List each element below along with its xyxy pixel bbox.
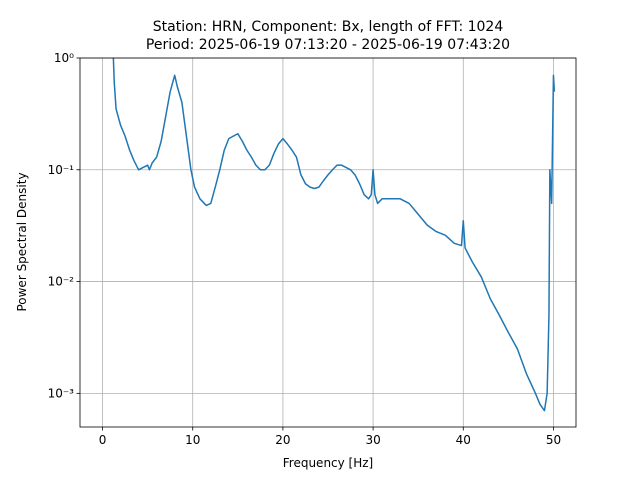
axes-frame [79,57,577,428]
y-tick-label: 10⁰ [54,51,74,65]
y-tick-label: 10⁻³ [48,386,75,400]
chart-title: Station: HRN, Component: Bx, length of F… [153,19,504,35]
x-tick-label: 30 [365,433,380,447]
x-tick-label: 0 [99,433,107,447]
x-tick-label: 20 [275,433,290,447]
x-tick-label: 50 [546,433,561,447]
y-tick-label: 10⁻² [48,275,75,289]
ticks: 0 10 20 30 40 50 10⁰ 10⁻¹ 10⁻² 10⁻³ [48,51,562,447]
x-tick-label: 10 [185,433,200,447]
data-line [112,58,556,412]
x-axis-label: Frequency [Hz] [283,456,374,470]
y-axis-label: Power Spectral Density [15,172,29,311]
x-tick-label: 40 [456,433,471,447]
plot-area [112,58,556,412]
y-tick-label: 10⁻¹ [48,163,75,177]
chart-subtitle: Period: 2025-06-19 07:13:20 - 2025-06-19… [146,37,510,53]
